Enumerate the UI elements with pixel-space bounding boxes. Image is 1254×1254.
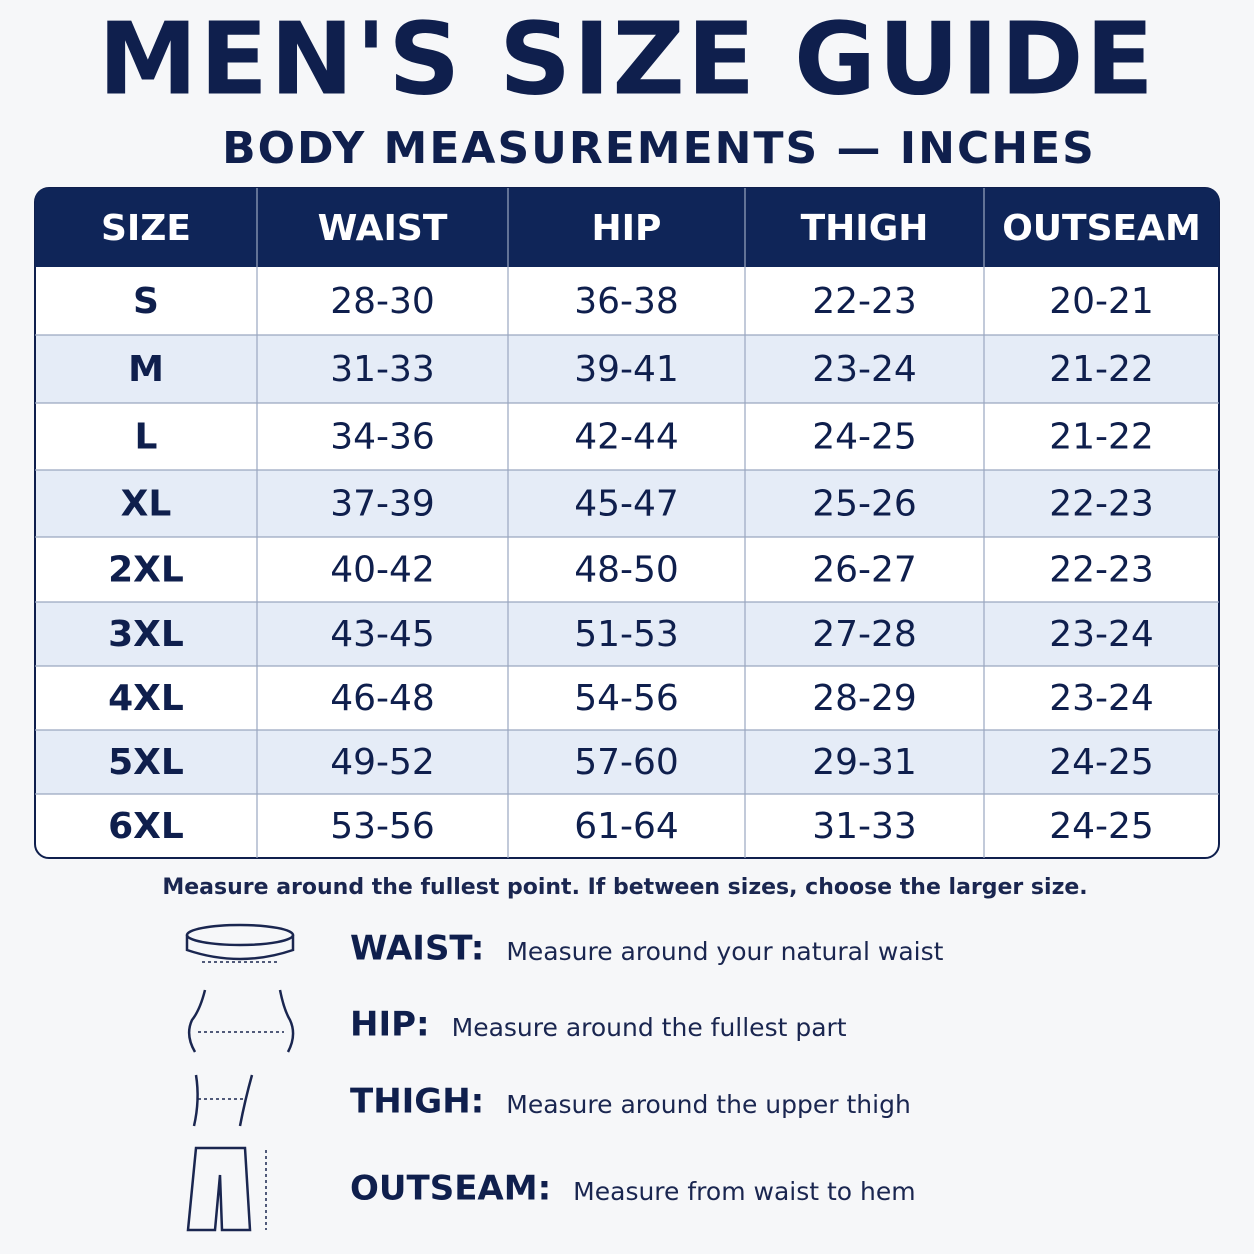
- cell: 22-23: [1049, 550, 1154, 591]
- subtitle: BODY MEASUREMENTS — INCHES: [222, 123, 1096, 174]
- size-cell: 2XL: [108, 550, 184, 591]
- size-cell: 4XL: [108, 678, 184, 719]
- row-shade: [36, 470, 1218, 537]
- cell: 21-22: [1049, 349, 1154, 390]
- header-bg: [35, 188, 1219, 267]
- guide: WAIST: Measure around your natural waist H…: [350, 929, 944, 1209]
- column-header: THIGH: [801, 208, 929, 249]
- cell: 22-23: [1049, 484, 1154, 525]
- size-cell: 5XL: [108, 742, 184, 783]
- size-table: SIZE WAIST HIP THIGH OUTSEAM S 28-30 36-38 22-23…: [34, 187, 1220, 859]
- cell: 45-47: [574, 484, 679, 525]
- hip-icon: [187, 989, 295, 1053]
- cell: 53-56: [330, 806, 435, 847]
- cell: 46-48: [330, 678, 435, 719]
- cell: 61-64: [574, 806, 679, 847]
- size-cell: S: [133, 281, 159, 322]
- size-cell: M: [128, 349, 164, 390]
- cell: 24-25: [1049, 742, 1154, 783]
- cell: 43-45: [330, 614, 435, 655]
- cell: 31-33: [330, 349, 435, 390]
- cell: 23-24: [812, 349, 917, 390]
- cell: 25-26: [812, 484, 917, 525]
- column-header: HIP: [592, 208, 662, 249]
- size-cell: L: [135, 417, 158, 458]
- cell: 54-56: [574, 678, 679, 719]
- thigh-icon: [192, 1074, 254, 1127]
- guide-text: Measure around the fullest part: [452, 1013, 847, 1042]
- cell: 36-38: [574, 281, 679, 322]
- guide-label: HIP:: [350, 1005, 430, 1045]
- cell: 39-41: [574, 349, 679, 390]
- cell: 28-29: [812, 678, 917, 719]
- cell: 20-21: [1049, 281, 1154, 322]
- cell: 22-23: [812, 281, 917, 322]
- cell: 21-22: [1049, 417, 1154, 458]
- column-header: OUTSEAM: [1002, 208, 1201, 249]
- cell: 29-31: [812, 742, 917, 783]
- guide-text: Measure from waist to hem: [573, 1177, 915, 1206]
- guide-label: THIGH:: [350, 1082, 484, 1122]
- cell: 40-42: [330, 550, 435, 591]
- note: Measure around the fullest point. If bet…: [162, 875, 1087, 900]
- cell: 27-28: [812, 614, 917, 655]
- cell: 24-25: [1049, 806, 1154, 847]
- cell: 42-44: [574, 417, 679, 458]
- column-header: SIZE: [101, 208, 191, 249]
- row-shade: [36, 602, 1218, 666]
- cell: 24-25: [812, 417, 917, 458]
- outseam-icon: [186, 1146, 267, 1232]
- cell: 48-50: [574, 550, 679, 591]
- cell: 49-52: [330, 742, 435, 783]
- size-cell: 6XL: [108, 806, 184, 847]
- cell: 23-24: [1049, 614, 1154, 655]
- guide-text: Measure around your natural waist: [506, 937, 943, 966]
- cell: 37-39: [330, 484, 435, 525]
- waist-icon: [185, 923, 295, 963]
- cell: 28-30: [330, 281, 435, 322]
- column-header: WAIST: [318, 208, 448, 249]
- title: MEN'S SIZE GUIDE: [98, 0, 1156, 117]
- cell: 26-27: [812, 550, 917, 591]
- row-shade: [36, 730, 1218, 794]
- guide-label: OUTSEAM:: [350, 1169, 551, 1209]
- guide-label: WAIST:: [350, 929, 484, 969]
- cell: 31-33: [812, 806, 917, 847]
- cell: 34-36: [330, 417, 435, 458]
- cell: 23-24: [1049, 678, 1154, 719]
- cell: 51-53: [574, 614, 679, 655]
- guide-text: Measure around the upper thigh: [506, 1090, 911, 1119]
- size-cell: XL: [121, 484, 172, 525]
- cell: 57-60: [574, 742, 679, 783]
- size-cell: 3XL: [108, 614, 184, 655]
- row-shade: [36, 335, 1218, 403]
